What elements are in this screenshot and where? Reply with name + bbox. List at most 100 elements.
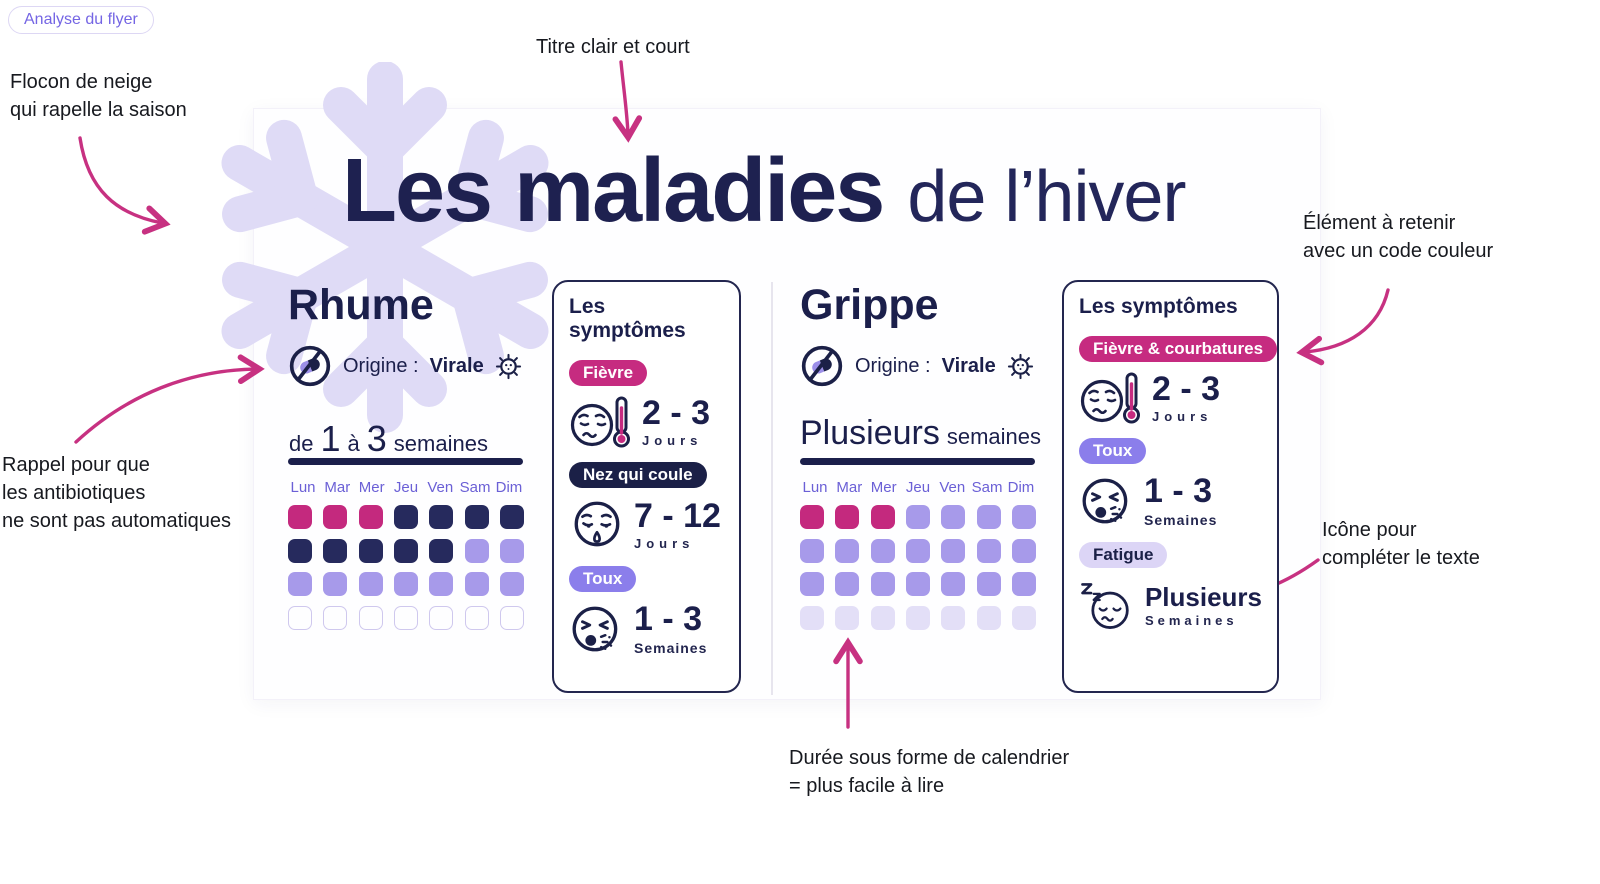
calendar-cell (976, 572, 1001, 596)
calendar-week-row (288, 538, 524, 563)
calendar-cell (976, 538, 1001, 563)
symptom-tag-fievre-courbatures: Fièvre & courbatures (1079, 336, 1278, 362)
day-label: Mer (870, 479, 897, 496)
symptoms-card-title: Les symptômes (1079, 295, 1238, 318)
calendar-cell (358, 605, 383, 630)
calendar-cell (358, 505, 383, 529)
symptom-row-fatigue: Plusieurs Semaines (1079, 577, 1262, 635)
fever-face-icon (570, 396, 630, 448)
day-label: Sam (459, 479, 491, 496)
duration-part: semaines (393, 431, 488, 456)
duration-grippe: Plusieurs semaines (800, 414, 1041, 453)
symptom-tag-toux: Toux (1079, 438, 1147, 464)
calendar-grippe: Lun Mar Mer Jeu Ven Sam Dim (800, 479, 1036, 639)
calendar-cell (323, 538, 348, 563)
calendar-cell (905, 505, 930, 529)
symptom-unit: Semaines (1144, 511, 1218, 528)
calendar-cell (1011, 572, 1036, 596)
origin-row-grippe: Origine : Virale (800, 344, 1034, 388)
calendar-cell (976, 505, 1001, 529)
runny-nose-face-icon (574, 501, 620, 547)
no-antibiotics-icon (289, 345, 331, 387)
symptoms-card-title: Les symptômes (569, 295, 686, 342)
symptom-tag-nez-qui-coule: Nez qui coule (569, 462, 707, 488)
cough-face-icon (1082, 478, 1128, 524)
day-label: Ven (427, 479, 454, 496)
calendar-cell (429, 605, 454, 630)
disease-name-rhume: Rhume (288, 281, 434, 329)
symptom-unit: Jours (1152, 409, 1213, 425)
calendar-cell (1011, 538, 1036, 563)
calendar-cell (499, 505, 524, 529)
disease-name-grippe: Grippe (800, 281, 939, 329)
sleepy-face-icon (1081, 583, 1129, 629)
day-label: Mar (836, 479, 863, 496)
day-label: Mer (358, 479, 385, 496)
calendar-cell (499, 572, 524, 596)
calendar-cell (499, 538, 524, 563)
calendar-cell (393, 505, 418, 529)
day-label: Mar (324, 479, 351, 496)
calendar-cell (393, 572, 418, 596)
calendar-cell (800, 505, 824, 529)
symptom-unit: Semaines (634, 639, 708, 656)
calendar-rhume: Lun Mar Mer Jeu Ven Sam Dim (288, 479, 524, 639)
duration-part: de (289, 431, 314, 456)
symptom-unit: Semaines (1144, 613, 1238, 629)
calendar-cell (800, 538, 824, 563)
calendar-cell (1011, 605, 1036, 630)
origin-value: Virale (941, 354, 996, 377)
no-antibiotics-icon (801, 345, 843, 387)
calendar-cell (835, 538, 860, 563)
symptom-tag-fievre: Fièvre (569, 360, 648, 386)
calendar-cell (393, 538, 418, 563)
calendar-cell (464, 572, 489, 596)
calendar-cell (288, 605, 312, 630)
calendar-cell (870, 505, 895, 529)
day-label: Ven (939, 479, 966, 496)
calendar-cell (429, 505, 454, 529)
flyer-title-suffix: de l’hiver (907, 157, 1186, 237)
calendar-cell (499, 605, 524, 630)
fever-face-icon (1080, 372, 1140, 424)
calendar-cell (323, 505, 348, 529)
duration-underline (288, 458, 523, 465)
analysis-badge: Analyse du flyer (8, 6, 154, 34)
symptom-row-nez: 7 - 12 Jours (569, 497, 724, 553)
calendar-cell (835, 605, 860, 630)
calendar-cell (464, 505, 489, 529)
symptom-value: 1 - 3 (634, 600, 703, 639)
symptoms-card-grippe: Les symptômes Fièvre & courbatures 2 - 3… (1062, 280, 1279, 693)
calendar-cell (905, 572, 930, 596)
calendar-week-row (800, 538, 1036, 563)
day-label: Lun (290, 479, 316, 496)
calendar-cell (941, 538, 966, 563)
virus-icon (1007, 353, 1033, 379)
symptom-row-fievre: 2 - 3 Jours (569, 395, 724, 449)
duration-part: à (347, 431, 360, 456)
symptom-value: Plusieurs (1144, 581, 1262, 612)
calendar-cell (288, 538, 312, 563)
duration-small: semaines (946, 424, 1041, 449)
calendar-week-row (800, 572, 1036, 596)
symptom-value: 7 - 12 (634, 496, 721, 535)
calendar-cell (323, 572, 348, 596)
calendar-cell (870, 538, 895, 563)
calendar-cell (800, 572, 824, 596)
calendar-cell (358, 572, 383, 596)
calendar-cell (976, 605, 1001, 630)
calendar-cell (905, 538, 930, 563)
symptom-value: 1 - 3 (1144, 472, 1213, 511)
day-label: Jeu (393, 479, 419, 496)
flyer-title: Les maladies de l’hiver (342, 140, 1186, 243)
symptom-tag-toux: Toux (569, 566, 637, 592)
calendar-cell (905, 605, 930, 630)
calendar-cell (835, 505, 860, 529)
symptom-value: 2 - 3 (642, 393, 711, 432)
calendar-cell (464, 605, 489, 630)
day-label: Sam (971, 479, 1003, 496)
calendar-cell (941, 572, 966, 596)
symptom-row-toux: 1 - 3 Semaines (569, 601, 724, 657)
note-calendar-duration: Durée sous forme de calendrier = plus fa… (789, 747, 1070, 797)
